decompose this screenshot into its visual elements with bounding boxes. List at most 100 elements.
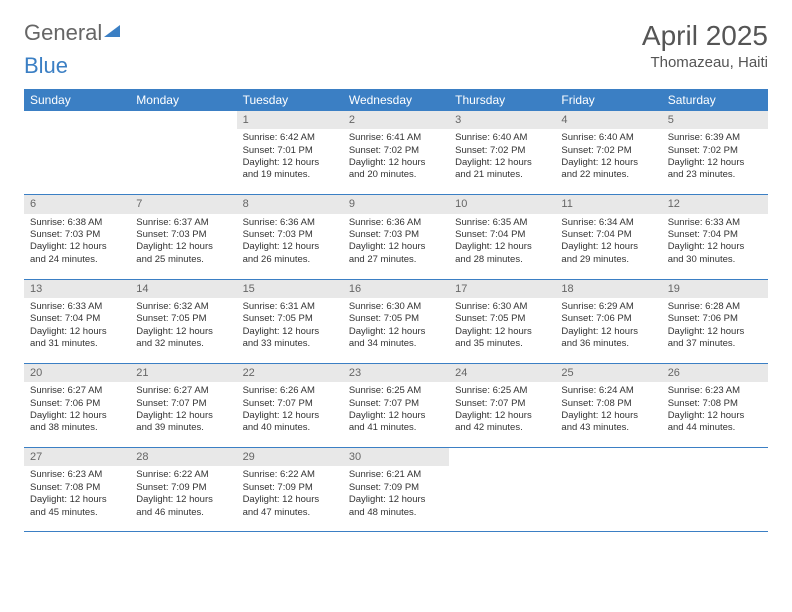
day-number: 9 [343,195,449,213]
calendar-cell: 12Sunrise: 6:33 AMSunset: 7:04 PMDayligh… [662,195,768,279]
calendar-cell: 5Sunrise: 6:39 AMSunset: 7:02 PMDaylight… [662,111,768,195]
month-title: April 2025 [642,20,768,52]
day-body: Sunrise: 6:34 AMSunset: 7:04 PMDaylight:… [555,214,661,279]
day-body: Sunrise: 6:41 AMSunset: 7:02 PMDaylight:… [343,129,449,194]
calendar-cell: 30Sunrise: 6:21 AMSunset: 7:09 PMDayligh… [343,448,449,532]
day-number: 1 [237,111,343,129]
calendar-cell: 2Sunrise: 6:41 AMSunset: 7:02 PMDaylight… [343,111,449,195]
day-body: Sunrise: 6:21 AMSunset: 7:09 PMDaylight:… [343,466,449,531]
day-number: 11 [555,195,661,213]
weekday-header: Thursday [449,89,555,111]
day-body: Sunrise: 6:33 AMSunset: 7:04 PMDaylight:… [24,298,130,363]
weekday-header: Monday [130,89,236,111]
day-number: 18 [555,280,661,298]
calendar-cell [24,111,130,195]
day-body: Sunrise: 6:36 AMSunset: 7:03 PMDaylight:… [343,214,449,279]
day-number: 7 [130,195,236,213]
day-number: 12 [662,195,768,213]
calendar-cell: 25Sunrise: 6:24 AMSunset: 7:08 PMDayligh… [555,363,661,447]
day-number: 29 [237,448,343,466]
calendar-cell: 16Sunrise: 6:30 AMSunset: 7:05 PMDayligh… [343,279,449,363]
brand-part1: General [24,20,102,46]
day-body: Sunrise: 6:36 AMSunset: 7:03 PMDaylight:… [237,214,343,279]
calendar-cell: 23Sunrise: 6:25 AMSunset: 7:07 PMDayligh… [343,363,449,447]
calendar-cell: 6Sunrise: 6:38 AMSunset: 7:03 PMDaylight… [24,195,130,279]
day-number: 23 [343,364,449,382]
day-body: Sunrise: 6:23 AMSunset: 7:08 PMDaylight:… [24,466,130,531]
day-number: 30 [343,448,449,466]
day-number: 19 [662,280,768,298]
calendar-cell: 4Sunrise: 6:40 AMSunset: 7:02 PMDaylight… [555,111,661,195]
day-number: 2 [343,111,449,129]
calendar-cell [662,448,768,532]
day-body: Sunrise: 6:37 AMSunset: 7:03 PMDaylight:… [130,214,236,279]
day-body: Sunrise: 6:25 AMSunset: 7:07 PMDaylight:… [449,382,555,447]
day-number: 16 [343,280,449,298]
day-number: 28 [130,448,236,466]
calendar-cell: 1Sunrise: 6:42 AMSunset: 7:01 PMDaylight… [237,111,343,195]
calendar-cell [130,111,236,195]
day-number: 25 [555,364,661,382]
calendar-cell: 10Sunrise: 6:35 AMSunset: 7:04 PMDayligh… [449,195,555,279]
calendar-cell: 3Sunrise: 6:40 AMSunset: 7:02 PMDaylight… [449,111,555,195]
calendar-cell: 21Sunrise: 6:27 AMSunset: 7:07 PMDayligh… [130,363,236,447]
calendar-week-row: 13Sunrise: 6:33 AMSunset: 7:04 PMDayligh… [24,279,768,363]
day-body: Sunrise: 6:39 AMSunset: 7:02 PMDaylight:… [662,129,768,194]
day-body: Sunrise: 6:27 AMSunset: 7:07 PMDaylight:… [130,382,236,447]
weekday-header: Sunday [24,89,130,111]
calendar-week-row: 1Sunrise: 6:42 AMSunset: 7:01 PMDaylight… [24,111,768,195]
day-number: 4 [555,111,661,129]
day-body: Sunrise: 6:23 AMSunset: 7:08 PMDaylight:… [662,382,768,447]
day-body: Sunrise: 6:40 AMSunset: 7:02 PMDaylight:… [449,129,555,194]
calendar-cell: 29Sunrise: 6:22 AMSunset: 7:09 PMDayligh… [237,448,343,532]
calendar-cell [555,448,661,532]
weekday-header-row: SundayMondayTuesdayWednesdayThursdayFrid… [24,89,768,111]
calendar-week-row: 27Sunrise: 6:23 AMSunset: 7:08 PMDayligh… [24,448,768,532]
calendar-cell: 22Sunrise: 6:26 AMSunset: 7:07 PMDayligh… [237,363,343,447]
day-body: Sunrise: 6:22 AMSunset: 7:09 PMDaylight:… [237,466,343,531]
calendar-cell: 20Sunrise: 6:27 AMSunset: 7:06 PMDayligh… [24,363,130,447]
calendar-cell: 15Sunrise: 6:31 AMSunset: 7:05 PMDayligh… [237,279,343,363]
day-number: 22 [237,364,343,382]
calendar-cell: 19Sunrise: 6:28 AMSunset: 7:06 PMDayligh… [662,279,768,363]
calendar-cell: 13Sunrise: 6:33 AMSunset: 7:04 PMDayligh… [24,279,130,363]
weekday-header: Tuesday [237,89,343,111]
day-number: 14 [130,280,236,298]
day-number: 10 [449,195,555,213]
weekday-header: Saturday [662,89,768,111]
brand-logo: General [24,20,122,46]
calendar-cell: 11Sunrise: 6:34 AMSunset: 7:04 PMDayligh… [555,195,661,279]
day-body: Sunrise: 6:30 AMSunset: 7:05 PMDaylight:… [343,298,449,363]
weekday-header: Friday [555,89,661,111]
day-number: 5 [662,111,768,129]
day-body: Sunrise: 6:24 AMSunset: 7:08 PMDaylight:… [555,382,661,447]
calendar-cell: 18Sunrise: 6:29 AMSunset: 7:06 PMDayligh… [555,279,661,363]
day-number: 8 [237,195,343,213]
day-body: Sunrise: 6:32 AMSunset: 7:05 PMDaylight:… [130,298,236,363]
day-body: Sunrise: 6:29 AMSunset: 7:06 PMDaylight:… [555,298,661,363]
day-body: Sunrise: 6:33 AMSunset: 7:04 PMDaylight:… [662,214,768,279]
day-number: 27 [24,448,130,466]
brand-mark-icon [104,25,120,37]
day-number: 13 [24,280,130,298]
brand-part2: Blue [24,53,68,78]
calendar-cell: 7Sunrise: 6:37 AMSunset: 7:03 PMDaylight… [130,195,236,279]
day-body: Sunrise: 6:42 AMSunset: 7:01 PMDaylight:… [237,129,343,194]
calendar-cell [449,448,555,532]
calendar-cell: 17Sunrise: 6:30 AMSunset: 7:05 PMDayligh… [449,279,555,363]
calendar-week-row: 20Sunrise: 6:27 AMSunset: 7:06 PMDayligh… [24,363,768,447]
day-body: Sunrise: 6:35 AMSunset: 7:04 PMDaylight:… [449,214,555,279]
calendar-table: SundayMondayTuesdayWednesdayThursdayFrid… [24,89,768,532]
weekday-header: Wednesday [343,89,449,111]
day-number: 26 [662,364,768,382]
day-body: Sunrise: 6:28 AMSunset: 7:06 PMDaylight:… [662,298,768,363]
day-body: Sunrise: 6:31 AMSunset: 7:05 PMDaylight:… [237,298,343,363]
calendar-cell: 26Sunrise: 6:23 AMSunset: 7:08 PMDayligh… [662,363,768,447]
day-body: Sunrise: 6:25 AMSunset: 7:07 PMDaylight:… [343,382,449,447]
calendar-cell: 24Sunrise: 6:25 AMSunset: 7:07 PMDayligh… [449,363,555,447]
day-body: Sunrise: 6:40 AMSunset: 7:02 PMDaylight:… [555,129,661,194]
day-body: Sunrise: 6:22 AMSunset: 7:09 PMDaylight:… [130,466,236,531]
day-body: Sunrise: 6:27 AMSunset: 7:06 PMDaylight:… [24,382,130,447]
day-body: Sunrise: 6:26 AMSunset: 7:07 PMDaylight:… [237,382,343,447]
calendar-week-row: 6Sunrise: 6:38 AMSunset: 7:03 PMDaylight… [24,195,768,279]
